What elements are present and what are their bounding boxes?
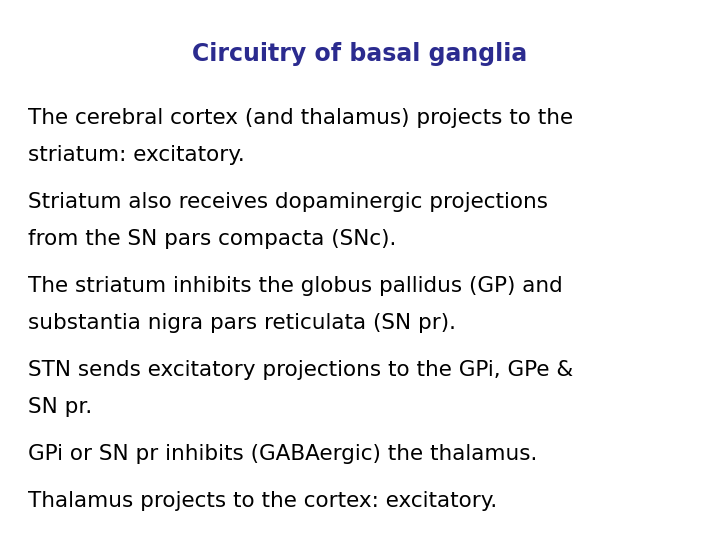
Text: STN sends excitatory projections to the GPi, GPe &: STN sends excitatory projections to the … (28, 360, 573, 380)
Text: striatum: excitatory.: striatum: excitatory. (28, 145, 245, 165)
Text: Striatum also receives dopaminergic projections: Striatum also receives dopaminergic proj… (28, 192, 548, 212)
Text: GPi or SN pr inhibits (GABAergic) the thalamus.: GPi or SN pr inhibits (GABAergic) the th… (28, 444, 537, 464)
Text: SN pr.: SN pr. (28, 397, 92, 417)
Text: from the SN pars compacta (SNc).: from the SN pars compacta (SNc). (28, 229, 397, 249)
Text: Circuitry of basal ganglia: Circuitry of basal ganglia (192, 42, 528, 66)
Text: Thalamus projects to the cortex: excitatory.: Thalamus projects to the cortex: excitat… (28, 491, 498, 511)
Text: The cerebral cortex (and thalamus) projects to the: The cerebral cortex (and thalamus) proje… (28, 108, 573, 128)
Text: The striatum inhibits the globus pallidus (GP) and: The striatum inhibits the globus pallidu… (28, 276, 563, 296)
Text: substantia nigra pars reticulata (SN pr).: substantia nigra pars reticulata (SN pr)… (28, 313, 456, 333)
